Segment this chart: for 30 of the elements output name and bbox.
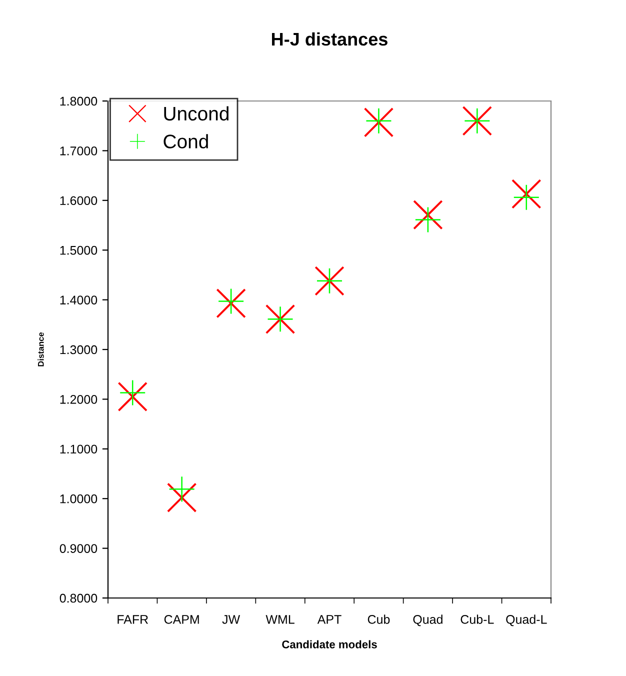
x-tick-label: WML: [266, 615, 294, 624]
y-tick-label: 1.6000: [60, 196, 98, 206]
point: [512, 179, 541, 209]
x-tick-label: Quad: [413, 614, 442, 626]
y-tick-label: 1.1000: [60, 444, 98, 454]
y-tick-label: 1.4000: [60, 296, 98, 304]
y-tick-label: 1.3000: [60, 345, 98, 354]
y-tick-label: 0.8000: [60, 594, 98, 603]
y-axis-title: Distance: [38, 332, 44, 366]
point: [413, 200, 443, 230]
y-tick-label: 1.7000: [60, 146, 98, 156]
x-axis-title: Candidate models: [282, 640, 377, 648]
x-tick-label: Cub-L: [460, 614, 494, 624]
y-tick-label: 0.9000: [60, 544, 98, 553]
chart-title: H-J distances: [272, 32, 388, 46]
y-tick-label: 1.2000: [60, 395, 98, 404]
legend-label: Cond: [164, 134, 208, 148]
y-tick-label: 1.8000: [60, 96, 98, 106]
point: [118, 382, 148, 412]
x-tick-label: CAPM: [164, 614, 199, 624]
point: [167, 483, 196, 512]
y-tick-label: 1.5000: [60, 246, 98, 255]
legend-label: Uncond: [164, 106, 228, 121]
x-tick-label: Cub: [368, 614, 390, 624]
x-tick-label: APT: [317, 615, 342, 624]
x-tick-label: FAFR: [118, 615, 148, 624]
point: [216, 288, 246, 318]
x-tick-label: Quad-L: [506, 614, 547, 626]
x-tick-label: JW: [222, 615, 240, 624]
y-tick-label: 1.0000: [60, 494, 98, 504]
